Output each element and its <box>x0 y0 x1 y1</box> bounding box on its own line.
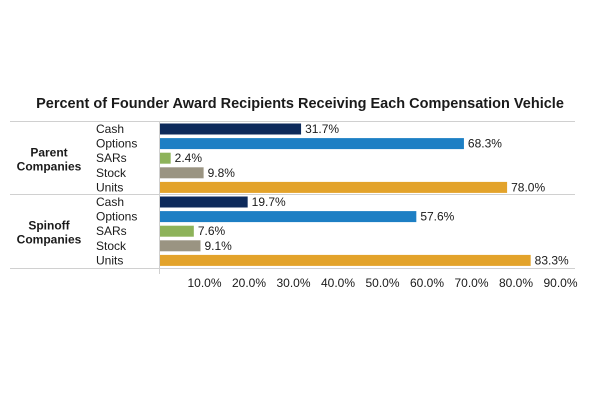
category-label: Stock <box>96 239 127 253</box>
bar <box>160 123 302 135</box>
chart-title: Percent of Founder Award Recipients Rece… <box>36 96 564 112</box>
value-label: 83.3% <box>535 253 569 267</box>
category-label: SARs <box>96 224 127 238</box>
bar <box>160 181 508 193</box>
category-label: Stock <box>96 166 127 180</box>
value-label: 19.7% <box>252 195 286 209</box>
x-tick-label: 60.0% <box>410 276 444 290</box>
x-tick-label: 30.0% <box>276 276 310 290</box>
value-label: 68.3% <box>468 137 502 151</box>
value-label: 2.4% <box>175 151 203 165</box>
value-label: 31.7% <box>305 122 339 136</box>
value-label: 9.1% <box>204 239 232 253</box>
bar <box>160 240 201 252</box>
bar <box>160 211 417 223</box>
category-label: Cash <box>96 122 124 136</box>
bar <box>160 196 248 208</box>
group-label-line: Companies <box>17 233 82 247</box>
bar <box>160 152 171 164</box>
group-label-line: Spinoff <box>28 219 70 233</box>
group-label-line: Companies <box>17 160 82 174</box>
category-label: Units <box>96 180 123 194</box>
value-label: 78.0% <box>511 180 545 194</box>
group-label: Parent Companies <box>17 146 82 174</box>
x-tick-label: 40.0% <box>321 276 355 290</box>
bar <box>160 167 204 179</box>
category-label: SARs <box>96 151 127 165</box>
group-label-line: Parent <box>30 146 67 160</box>
x-tick-label: 20.0% <box>232 276 266 290</box>
bar <box>160 138 464 150</box>
x-tick-label: 50.0% <box>365 276 399 290</box>
x-tick-label: 80.0% <box>499 276 533 290</box>
group-label: Spinoff Companies <box>17 219 82 247</box>
bar <box>160 225 194 237</box>
x-tick-label: 10.0% <box>187 276 221 290</box>
value-label: 7.6% <box>198 224 226 238</box>
category-label: Options <box>96 137 137 151</box>
category-label: Units <box>96 253 123 267</box>
x-tick-label: 70.0% <box>454 276 488 290</box>
value-label: 9.8% <box>208 166 236 180</box>
value-label: 57.6% <box>420 210 454 224</box>
category-label: Cash <box>96 195 124 209</box>
bar <box>160 254 531 266</box>
x-tick-label: 90.0% <box>543 276 577 290</box>
category-label: Options <box>96 210 137 224</box>
